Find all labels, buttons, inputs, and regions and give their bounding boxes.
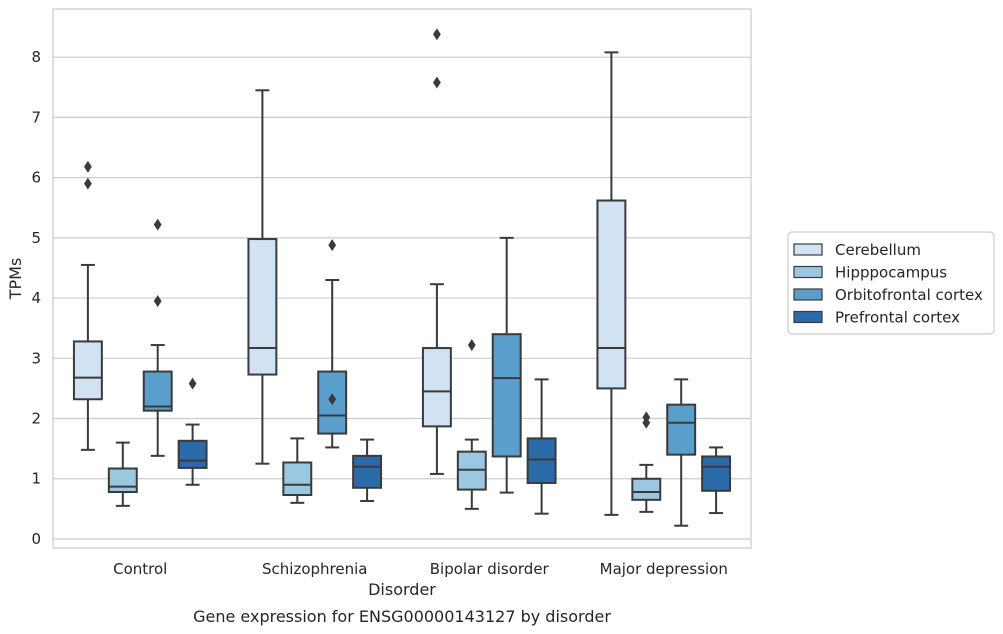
x-tick-label: Major depression [600, 560, 728, 578]
iqr-box [526, 437, 557, 484]
iqr-box [177, 439, 208, 469]
y-tick-labels: 0 1 2 3 4 5 6 7 8 [31, 48, 41, 548]
outlier-point [153, 295, 162, 307]
box-hipppocampus [456, 339, 487, 510]
legend-swatch [793, 243, 823, 256]
box-groups [72, 28, 732, 527]
x-tick-label: Schizophrenia [262, 560, 367, 578]
outlier-point [84, 177, 92, 190]
outlier-point [188, 377, 197, 390]
y-tick-label: 0 [31, 530, 41, 548]
outlier-point [153, 218, 162, 231]
outlier-point [328, 393, 337, 406]
box-orbitofrontal-cortex [491, 236, 522, 494]
iqr-box [491, 333, 522, 458]
x-axis-title: Disorder [368, 580, 436, 599]
y-tick-label: 4 [31, 289, 41, 307]
box-cerebellum [421, 28, 452, 475]
y-tick-label: 2 [31, 410, 41, 428]
outlier-point [328, 239, 337, 251]
outlier-point [433, 76, 441, 89]
box-hipppocampus [282, 437, 313, 504]
legend-swatch [793, 265, 823, 279]
legend-label: Prefrontal cortex [835, 309, 960, 327]
x-tick-label: Control [113, 560, 167, 578]
box-cerebellum [247, 89, 278, 465]
grid-lines [53, 56, 751, 540]
iqr-box [666, 403, 697, 456]
y-tick-label: 8 [31, 48, 41, 66]
box-prefrontal-cortex [352, 438, 383, 503]
iqr-box [247, 238, 278, 376]
y-axis-title: TPMs [6, 258, 25, 301]
outlier-point [467, 339, 476, 351]
plot-area-frame [52, 8, 752, 549]
box-prefrontal-cortex [701, 446, 732, 515]
box-orbitofrontal-cortex [666, 378, 697, 527]
x-tick-label: Bipolar disorder [430, 560, 550, 578]
iqr-box [142, 370, 173, 412]
iqr-box [107, 467, 138, 493]
y-tick-label: 3 [31, 349, 41, 367]
legend-label: Hipppocampus [835, 264, 947, 282]
box-cerebellum [72, 160, 103, 451]
box-orbitofrontal-cortex [142, 218, 173, 457]
legend-label: Orbitofrontal cortex [835, 286, 983, 304]
iqr-box [72, 340, 103, 401]
iqr-box [701, 455, 732, 492]
box-hipppocampus [631, 411, 662, 513]
box-prefrontal-cortex [526, 378, 557, 515]
x-tick-labels: Control Schizophrenia Bipolar disorder Majo… [113, 560, 728, 578]
outlier-point [84, 160, 92, 173]
legend-frame [787, 231, 995, 335]
legend: Cerebellum Hipppocampus Orbitofrontal cort… [787, 231, 995, 335]
box-orbitofrontal-cortex [317, 239, 348, 449]
box-prefrontal-cortex [177, 377, 208, 486]
outlier-point [642, 411, 651, 424]
y-tick-label: 1 [31, 470, 41, 488]
iqr-box [596, 199, 627, 390]
box-hipppocampus [107, 441, 138, 507]
legend-swatch [793, 310, 823, 324]
y-tick-label: 7 [31, 108, 41, 126]
iqr-box [282, 461, 313, 497]
legend-swatch [793, 288, 823, 301]
chart-caption: Gene expression for ENSG00000143127 by d… [193, 607, 611, 626]
y-tick-label: 5 [31, 229, 41, 247]
box-cerebellum [596, 51, 627, 516]
iqr-box [631, 477, 662, 501]
y-tick-label: 6 [31, 169, 41, 187]
outlier-point [433, 28, 441, 41]
iqr-box [421, 347, 452, 428]
legend-label: Cerebellum [835, 241, 921, 259]
iqr-box [352, 454, 383, 489]
